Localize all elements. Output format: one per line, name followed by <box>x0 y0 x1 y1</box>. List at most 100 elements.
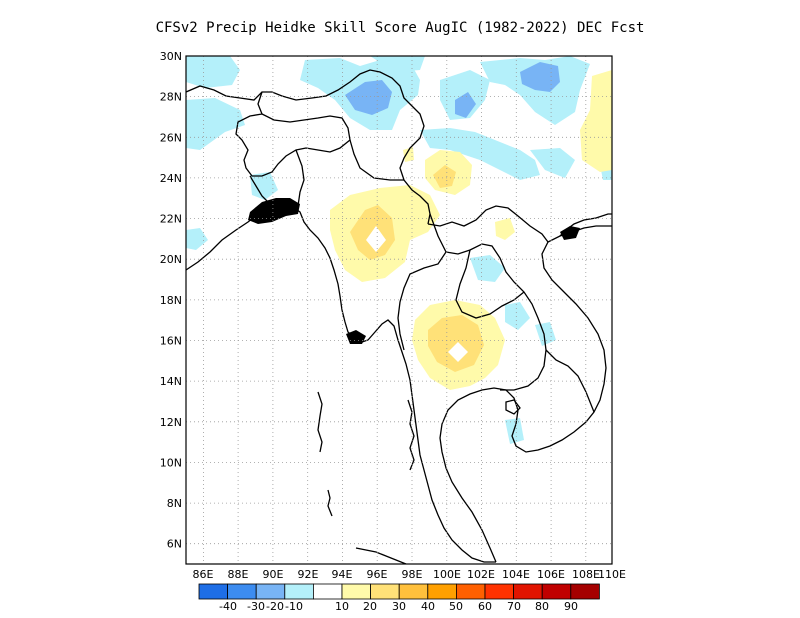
colorbar-label: 90 <box>564 600 578 613</box>
lon-tick-label: 100E <box>433 568 461 581</box>
negative-skill-core <box>345 80 392 115</box>
colorbar-swatch <box>370 583 400 600</box>
colorbar-swatch <box>455 583 486 600</box>
positive-skill-core <box>428 315 484 372</box>
positive-skill-region <box>495 218 515 240</box>
ganges-delta <box>248 198 300 224</box>
lon-tick-label: 88E <box>228 568 249 581</box>
colorbar-labels: -40 -30 -20 -10 10 20 30 40 50 60 70 80 … <box>219 600 578 613</box>
negative-skill-region <box>186 56 240 88</box>
colorbar-label: 60 <box>478 600 492 613</box>
lat-tick-label: 20N <box>160 253 182 266</box>
neutral-hole <box>366 226 386 252</box>
lon-tick-label: 102E <box>467 568 495 581</box>
red-river-delta <box>560 226 580 240</box>
colorbar-swatch <box>255 583 286 600</box>
lat-tick-label: 18N <box>160 294 182 307</box>
colorbar-label: 10 <box>335 600 349 613</box>
negative-skill-region <box>186 98 245 150</box>
lat-tick-label: 10N <box>160 456 182 469</box>
colorbar-swatch <box>570 583 600 600</box>
lat-tick-label: 26N <box>160 131 182 144</box>
delta-regions <box>248 198 580 344</box>
lon-tick-label: 98E <box>402 568 423 581</box>
colorbar-swatch <box>541 583 572 600</box>
lat-tick-label: 30N <box>160 50 182 63</box>
lon-tick-label: 106E <box>537 568 565 581</box>
border <box>397 213 447 351</box>
chart-title: CFSv2 Precip Heidke Skill Score AugIC (1… <box>155 20 645 36</box>
lon-tick-labels: 86E 88E 90E 92E 94E 96E 98E 100E 102E 10… <box>193 568 626 581</box>
colorbar-label: 20 <box>363 600 377 613</box>
island <box>407 399 415 471</box>
negative-skill-region <box>250 172 278 200</box>
border <box>235 91 351 177</box>
lat-tick-label: 24N <box>160 172 182 185</box>
colorbar-swatch <box>513 583 543 600</box>
lat-tick-label: 22N <box>160 213 182 226</box>
gridlines <box>186 56 612 564</box>
border <box>186 69 431 225</box>
border <box>349 139 404 181</box>
border <box>455 249 525 319</box>
negative-skill-region <box>420 128 540 180</box>
positive-skill-region <box>580 70 612 172</box>
colorbar-label: 50 <box>449 600 463 613</box>
border <box>445 243 547 391</box>
plot-frame <box>185 55 613 565</box>
colorbar-swatch <box>484 583 515 600</box>
lon-tick-label: 86E <box>193 568 214 581</box>
border <box>545 349 595 413</box>
lon-tick-label: 104E <box>502 568 530 581</box>
colorbar-label: 80 <box>535 600 549 613</box>
shading-layer <box>186 56 612 444</box>
negative-skill-region <box>505 302 530 330</box>
lat-tick-label: 8N <box>167 497 182 510</box>
coastlines-and-borders <box>186 69 612 564</box>
colorbar-label: -40 <box>219 600 237 613</box>
colorbar <box>198 583 600 600</box>
border <box>295 149 305 207</box>
lat-tick-label: 6N <box>167 538 182 551</box>
lat-tick-label: 14N <box>160 375 182 388</box>
lat-tick-label: 12N <box>160 416 182 429</box>
negative-skill-region <box>505 418 524 444</box>
negative-skill-core <box>455 92 476 118</box>
colorbar-label: -30 <box>247 600 265 613</box>
border <box>427 205 549 243</box>
colorbar-label: -20 <box>266 600 284 613</box>
positive-skill-core <box>433 165 456 188</box>
island <box>327 489 333 517</box>
coastline <box>439 225 612 563</box>
colorbar-swatch <box>427 583 457 600</box>
colorbar-label: -10 <box>285 600 303 613</box>
colorbar-label: 70 <box>507 600 521 613</box>
lon-tick-label: 94E <box>332 568 353 581</box>
island <box>505 399 521 415</box>
negative-skill-region <box>370 56 425 72</box>
neutral-hole <box>448 342 468 362</box>
lon-tick-label: 108E <box>572 568 600 581</box>
positive-skill-region <box>403 147 414 162</box>
lat-tick-labels: 6N 8N 10N 12N 14N 16N 18N 20N 22N 24N 26… <box>160 50 182 551</box>
colorbar-label: 40 <box>421 600 435 613</box>
colorbar-swatch <box>312 583 343 600</box>
lon-tick-label: 90E <box>263 568 284 581</box>
negative-skill-region <box>470 255 505 282</box>
negative-skill-core <box>520 62 560 92</box>
colorbar-swatch <box>284 583 314 600</box>
lat-tick-label: 28N <box>160 91 182 104</box>
negative-skill-region <box>186 228 208 250</box>
lat-tick-label: 16N <box>160 335 182 348</box>
colorbar-label: 30 <box>392 600 406 613</box>
negative-skill-region <box>530 148 575 178</box>
lon-tick-label: 92E <box>298 568 319 581</box>
negative-skill-region <box>480 56 590 125</box>
colorbar-swatch <box>227 583 257 600</box>
colorbar-swatch <box>198 583 229 600</box>
lon-tick-label: 110E <box>598 568 626 581</box>
lon-tick-label: 96E <box>367 568 388 581</box>
coastline <box>355 547 407 564</box>
island <box>317 391 323 453</box>
